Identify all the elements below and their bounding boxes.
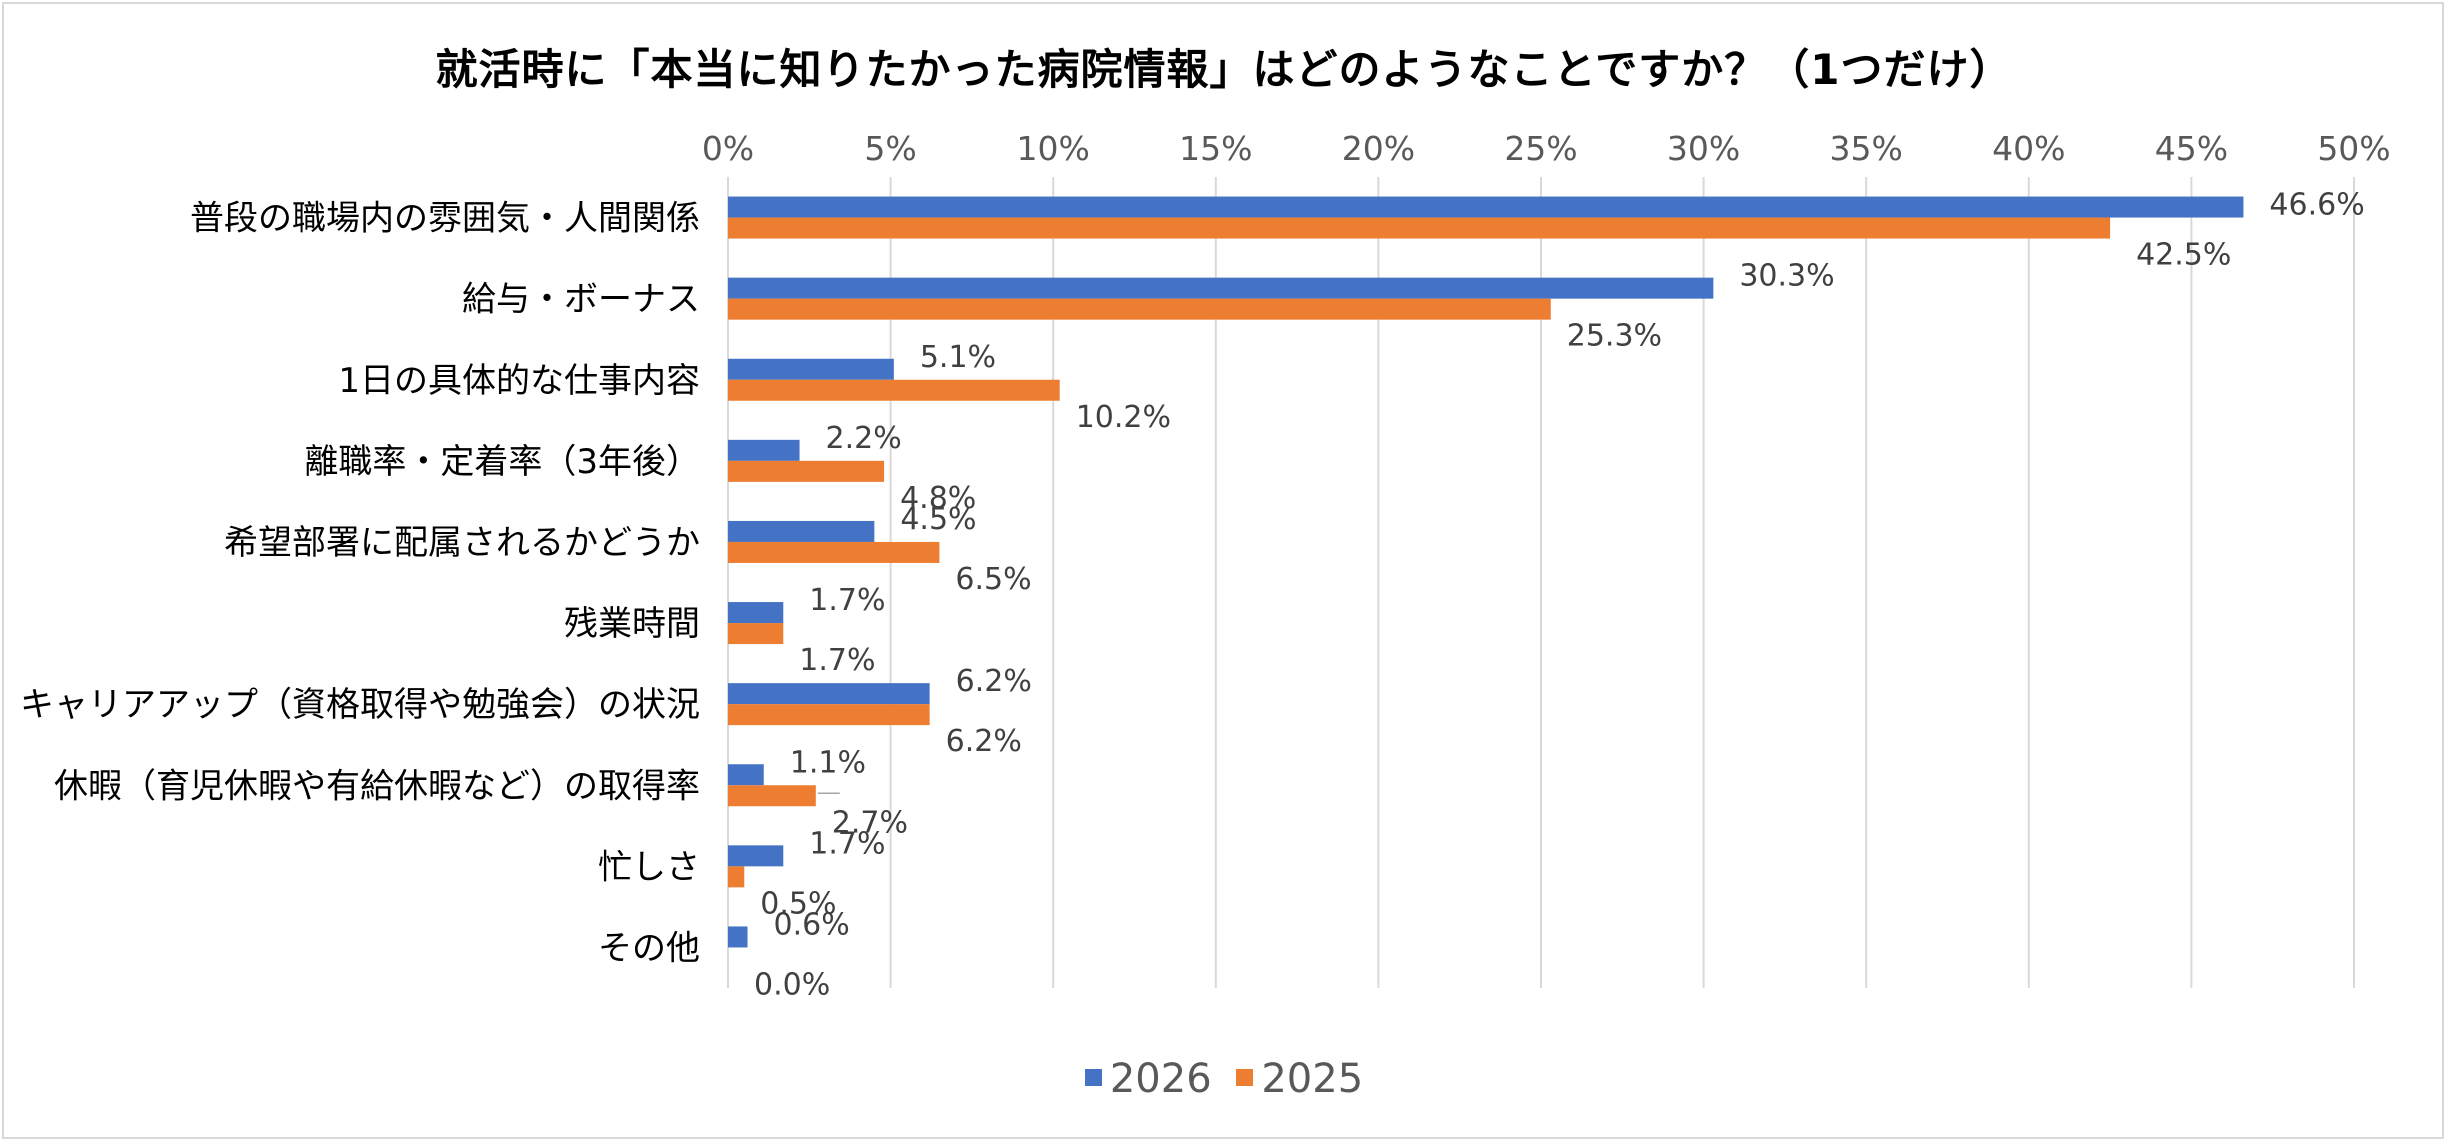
legend-label-2025: 2025 [1261,1056,1364,1102]
bar-2026 [728,602,784,624]
legend-item-2026: 2026 [1084,1056,1212,1102]
data-label-2025: 10.2% [1076,400,1171,435]
bar-2025 [728,298,1551,320]
bar-2025 [728,217,2111,239]
data-label-2026: 4.5% [900,502,976,537]
bar-2026 [728,196,2244,218]
data-label-2025: 1.7% [799,643,875,678]
x-tick-label: 50% [2317,129,2390,168]
chart-title: 就活時に「本当に知りたかった病院情報」はどのようなことですか？（1つだけ） [435,45,2013,94]
data-label-2025: 42.5% [2136,238,2231,273]
x-tick-label: 45% [2155,129,2228,168]
data-label-2026: 46.6% [2269,188,2364,223]
bar-2026 [728,358,894,380]
legend-item-2025: 2025 [1236,1056,1363,1102]
data-label-2026: 6.2% [956,664,1032,699]
x-tick-label: 25% [1504,129,1577,168]
category-label: キャリアアップ（資格取得や勉強会）の状況 [20,685,700,725]
data-label-2026: 1.7% [809,826,885,861]
data-label-2025: 0.0% [754,967,830,1002]
category-label: 残業時間 [564,604,700,644]
category-label: 忙しさ [598,847,700,887]
legend: 2026 2025 [0,1056,2448,1102]
x-tick-label: 5% [864,129,916,168]
legend-swatch-2026 [1084,1068,1102,1086]
category-label: 普段の職場内の雰囲気・人間関係 [190,199,700,239]
bar-2025 [728,785,816,807]
legend-label-2026: 2026 [1109,1056,1212,1102]
bar-2025 [728,460,885,482]
category-label: 1日の具体的な仕事内容 [338,361,700,401]
bar-2026 [728,926,748,948]
category-label: 離職率・定着率（3年後） [304,442,700,482]
data-label-2026: 2.2% [826,421,902,456]
bar-2025 [728,379,1060,401]
bar-2025 [728,623,784,645]
x-tick-label: 20% [1342,129,1415,168]
data-label-2026: 1.7% [809,583,885,618]
x-tick-label: 40% [1992,129,2065,168]
category-label: その他 [598,928,700,968]
x-tick-label: 15% [1179,129,1252,168]
x-tick-label: 10% [1017,129,1090,168]
data-label-2026: 5.1% [920,340,996,375]
bar-2026 [728,683,930,705]
category-label: 希望部署に配属されるかどうか [224,523,700,563]
bar-2025 [728,866,745,888]
data-label-2026: 1.1% [790,745,866,780]
data-label-2025: 4.8% [900,481,976,516]
category-label: 休暇（育児休暇や有給休暇など）の取得率 [54,766,700,806]
x-tick-label: 0% [702,129,754,168]
data-label-2025: 6.2% [946,724,1022,759]
data-label-2025: 0.5% [760,886,836,921]
bar-2026 [728,439,800,461]
bar-2026 [728,845,784,867]
data-label-2026: 30.3% [1739,259,1834,294]
bar-2025 [728,704,930,726]
bar-2026 [728,764,764,786]
data-label-2025: 6.5% [955,562,1031,597]
data-label-2026: 0.6% [774,907,850,942]
x-tick-label: 30% [1667,129,1740,168]
category-label: 給与・ボーナス [462,280,700,320]
data-label-2025: 25.3% [1567,319,1662,354]
legend-swatch-2025 [1236,1068,1254,1086]
x-tick-label: 35% [1830,129,1903,168]
bar-2026 [728,520,875,542]
bar-2026 [728,277,1714,299]
bar-2025 [728,541,940,563]
data-label-2025: 2.7% [832,805,908,840]
